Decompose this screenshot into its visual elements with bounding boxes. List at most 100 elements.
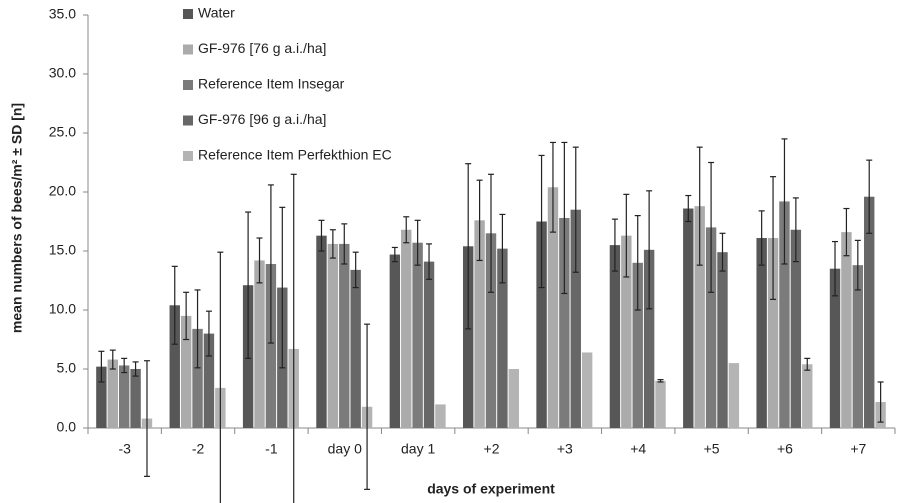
error-bar: [217, 251, 224, 503]
y-tick-label: 25.0: [49, 124, 76, 140]
error-bar: [634, 215, 641, 311]
error-bar: [256, 237, 263, 284]
error-bar: [657, 379, 664, 383]
error-bar: [391, 246, 398, 263]
error-bar: [685, 194, 692, 223]
x-tick-label: -1: [265, 441, 278, 457]
bar: [570, 209, 581, 428]
bar: [779, 201, 790, 428]
error-bar: [352, 251, 359, 289]
bar: [339, 243, 350, 428]
error-bar: [877, 381, 884, 423]
error-bar: [770, 176, 777, 300]
error-bar: [465, 163, 472, 330]
error-bar: [414, 219, 421, 266]
legend-label: Reference Item Insegar: [198, 76, 345, 92]
bar: [802, 364, 813, 428]
bar: [474, 220, 485, 428]
bar: [180, 315, 192, 428]
x-tick-label: -2: [192, 441, 205, 457]
bar: [632, 262, 643, 428]
bar: [389, 254, 401, 428]
error-bar: [696, 146, 703, 266]
error-bar: [426, 243, 433, 280]
bar: [192, 328, 203, 428]
error-bar: [245, 211, 252, 359]
legend-swatch: [183, 44, 193, 55]
error-bar: [279, 206, 286, 369]
bar: [705, 227, 717, 428]
bar: [327, 243, 339, 428]
x-tick-label: -3: [118, 441, 131, 457]
y-tick-label: 5.0: [57, 360, 77, 376]
bar: [508, 369, 519, 428]
error-bar: [804, 357, 811, 371]
bar: [316, 235, 327, 428]
bar: [621, 235, 632, 428]
bar: [203, 333, 215, 428]
bar: [169, 305, 180, 428]
bar: [790, 229, 802, 428]
legend-swatch: [183, 9, 193, 19]
bar: [130, 369, 141, 428]
error-bar: [854, 239, 861, 291]
legend-swatch: [183, 151, 193, 161]
error-bar: [538, 154, 545, 289]
bar: [485, 233, 497, 428]
y-tick-label: 15.0: [49, 242, 76, 258]
bar: [683, 208, 694, 428]
y-tick-label: 20.0: [49, 183, 76, 199]
x-tick-label: +2: [484, 441, 500, 457]
error-bar: [109, 349, 116, 370]
error-bar: [364, 323, 371, 490]
y-tick-label: 30.0: [49, 65, 76, 81]
error-bar: [403, 216, 410, 244]
bar: [536, 221, 547, 428]
x-tick-label: +4: [630, 441, 646, 457]
bar: [435, 404, 446, 428]
error-bar: [792, 197, 799, 263]
error-bar: [499, 213, 506, 284]
bar: [96, 366, 107, 428]
bar: [265, 263, 277, 428]
bar: [350, 269, 361, 428]
bar: [107, 359, 118, 428]
bar: [559, 217, 570, 428]
legend-swatch: [183, 80, 193, 90]
error-bar: [832, 240, 839, 297]
bar: [254, 260, 265, 428]
error-bar: [183, 291, 190, 341]
bar: [497, 248, 508, 428]
error-bar: [194, 289, 201, 369]
bar: [728, 363, 740, 428]
error-bar: [623, 193, 630, 278]
error-bar: [205, 310, 212, 357]
error-bar: [143, 360, 150, 477]
bar: [118, 365, 130, 428]
bar: [829, 268, 841, 428]
y-tick-label: 10.0: [49, 301, 76, 317]
error-bar: [561, 141, 568, 295]
legend-label: GF-976 [96 g a.i./ha]: [198, 111, 326, 127]
x-tick-label: +5: [704, 441, 720, 457]
legend-label: Reference Item Perfekthion EC: [198, 147, 392, 163]
error-bar: [611, 218, 618, 272]
bar: [463, 246, 474, 428]
error-bar: [171, 265, 178, 345]
bar: [401, 229, 412, 428]
error-bar: [781, 138, 788, 265]
x-tick-label: day 1: [401, 441, 435, 457]
bar: [717, 252, 728, 428]
bar: [767, 238, 779, 428]
bar: [864, 196, 875, 428]
error-bar: [708, 161, 715, 293]
bar: [694, 206, 705, 428]
error-bar: [866, 159, 873, 234]
bar: [581, 352, 593, 428]
bar: [841, 232, 852, 428]
error-bar: [132, 361, 139, 377]
error-bar: [758, 210, 765, 266]
bar: [852, 265, 864, 428]
bar: [643, 249, 655, 428]
